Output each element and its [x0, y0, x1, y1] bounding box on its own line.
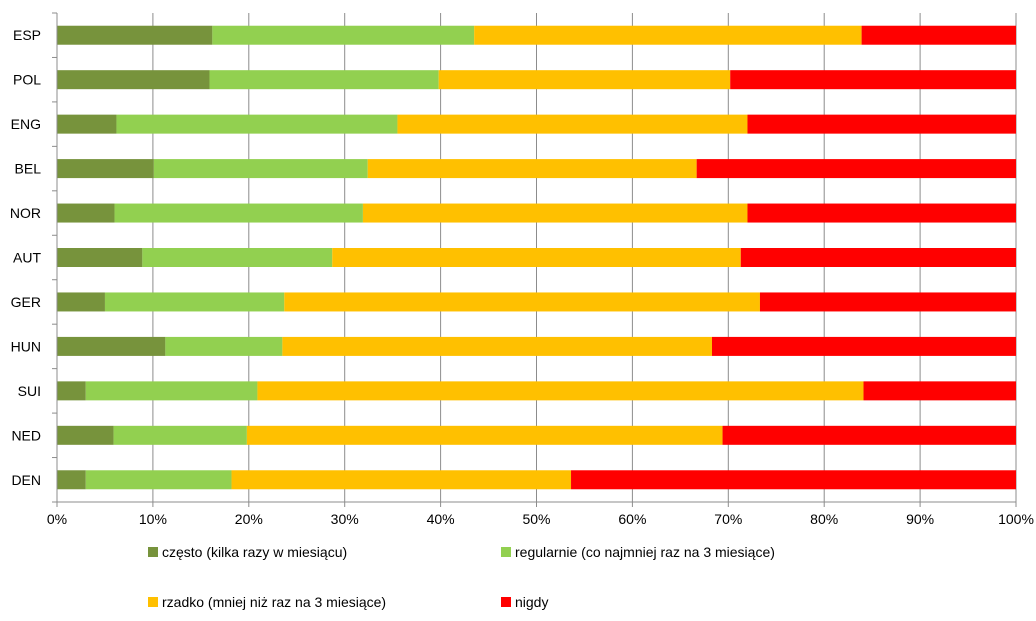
bar-segment — [231, 470, 572, 490]
bar-segment — [474, 25, 862, 45]
bar-segment — [57, 25, 213, 45]
legend-item: regularnie (co najmniej raz na 3 miesiąc… — [501, 544, 775, 560]
bar-segment — [57, 381, 86, 401]
x-tick-label: 50% — [522, 511, 550, 527]
legend-label: regularnie (co najmniej raz na 3 miesiąc… — [515, 544, 775, 560]
y-tick-label: POL — [13, 72, 41, 88]
bar-segment — [57, 425, 114, 445]
x-tick-label: 80% — [810, 511, 838, 527]
bar-segment — [759, 292, 1016, 312]
bar-segment — [362, 203, 748, 223]
bar-segment — [85, 470, 232, 490]
axes — [52, 12, 1017, 507]
bar-segment — [332, 248, 741, 267]
y-tick-label: NOR — [10, 205, 41, 221]
bar-segment — [257, 381, 864, 401]
bar-segment — [863, 381, 1016, 401]
bar-segment — [438, 70, 731, 90]
bar-segment — [209, 70, 439, 90]
x-tick-label: 40% — [427, 511, 455, 527]
bar-segment — [571, 470, 1016, 490]
bar-segment — [284, 292, 760, 312]
bar-segment — [113, 425, 247, 445]
bar-segment — [282, 336, 712, 356]
x-tick-label: 20% — [235, 511, 263, 527]
y-tick-label: ESP — [13, 27, 41, 43]
x-tick-label: 10% — [139, 511, 167, 527]
bar-segment — [104, 292, 285, 312]
y-tick-label: HUN — [11, 338, 41, 354]
bar-segment — [57, 70, 210, 90]
y-tick-label: BEL — [15, 161, 42, 177]
bar-segment — [57, 470, 86, 490]
y-tick-label: GER — [11, 294, 41, 310]
bar-segment — [57, 203, 115, 223]
legend-item: nigdy — [501, 594, 548, 610]
y-tick-label: DEN — [11, 472, 41, 488]
bar-segment — [212, 25, 475, 45]
y-tick-labels: ESP POL ENG BEL NOR AUT GER HUN SUI NED DEN — [10, 27, 42, 488]
bar-segment — [57, 336, 166, 356]
x-tick-labels: 0% 10% 20% 30% 40% 50% 60% 70% 80% 90% 100% — [47, 511, 1034, 527]
x-tick-label: 90% — [906, 511, 934, 527]
legend-label: rzadko (mniej niż raz na 3 miesiące) — [162, 594, 387, 610]
bar-segment — [114, 203, 363, 223]
bars — [57, 25, 1016, 490]
x-tick-label: 60% — [618, 511, 646, 527]
stacked-bar-chart: ESP POL ENG BEL NOR AUT GER HUN SUI NED DEN 0% 10% 2… — [10, 12, 1034, 527]
x-tick-label: 0% — [47, 511, 67, 527]
legend-swatch — [148, 597, 158, 607]
bar-segment — [367, 159, 697, 179]
bar-segment — [57, 114, 117, 134]
x-tick-label: 70% — [714, 511, 742, 527]
bar-segment — [57, 248, 143, 267]
y-tick-label: NED — [11, 427, 41, 443]
bar-segment — [722, 425, 1016, 445]
bar-segment — [696, 159, 1016, 179]
bar-segment — [85, 381, 258, 401]
bar-segment — [747, 114, 1016, 134]
bar-segment — [142, 248, 333, 267]
legend-swatch — [501, 597, 511, 607]
legend-label: nigdy — [515, 594, 549, 610]
bar-segment — [57, 292, 105, 312]
legend-item: rzadko (mniej niż raz na 3 miesiące) — [148, 594, 386, 610]
bar-segment — [116, 114, 398, 134]
x-tick-label: 100% — [998, 511, 1034, 527]
bar-segment — [711, 336, 1016, 356]
y-tick-label: AUT — [13, 250, 41, 266]
y-tick-label: ENG — [11, 116, 41, 132]
bar-segment — [861, 25, 1016, 45]
x-tick-label: 30% — [331, 511, 359, 527]
bar-segment — [747, 203, 1016, 223]
bar-segment — [397, 114, 748, 134]
bar-segment — [165, 336, 283, 356]
legend-swatch — [501, 547, 511, 557]
bar-segment — [740, 248, 1016, 267]
legend-item: często (kilka razy w miesiącu) — [148, 544, 347, 560]
bar-segment — [57, 159, 154, 179]
bar-segment — [730, 70, 1016, 90]
y-tick-label: SUI — [18, 383, 41, 399]
bar-segment — [246, 425, 723, 445]
bar-segment — [153, 159, 368, 179]
legend-swatch — [148, 547, 158, 557]
legend-label: często (kilka razy w miesiącu) — [162, 544, 348, 560]
